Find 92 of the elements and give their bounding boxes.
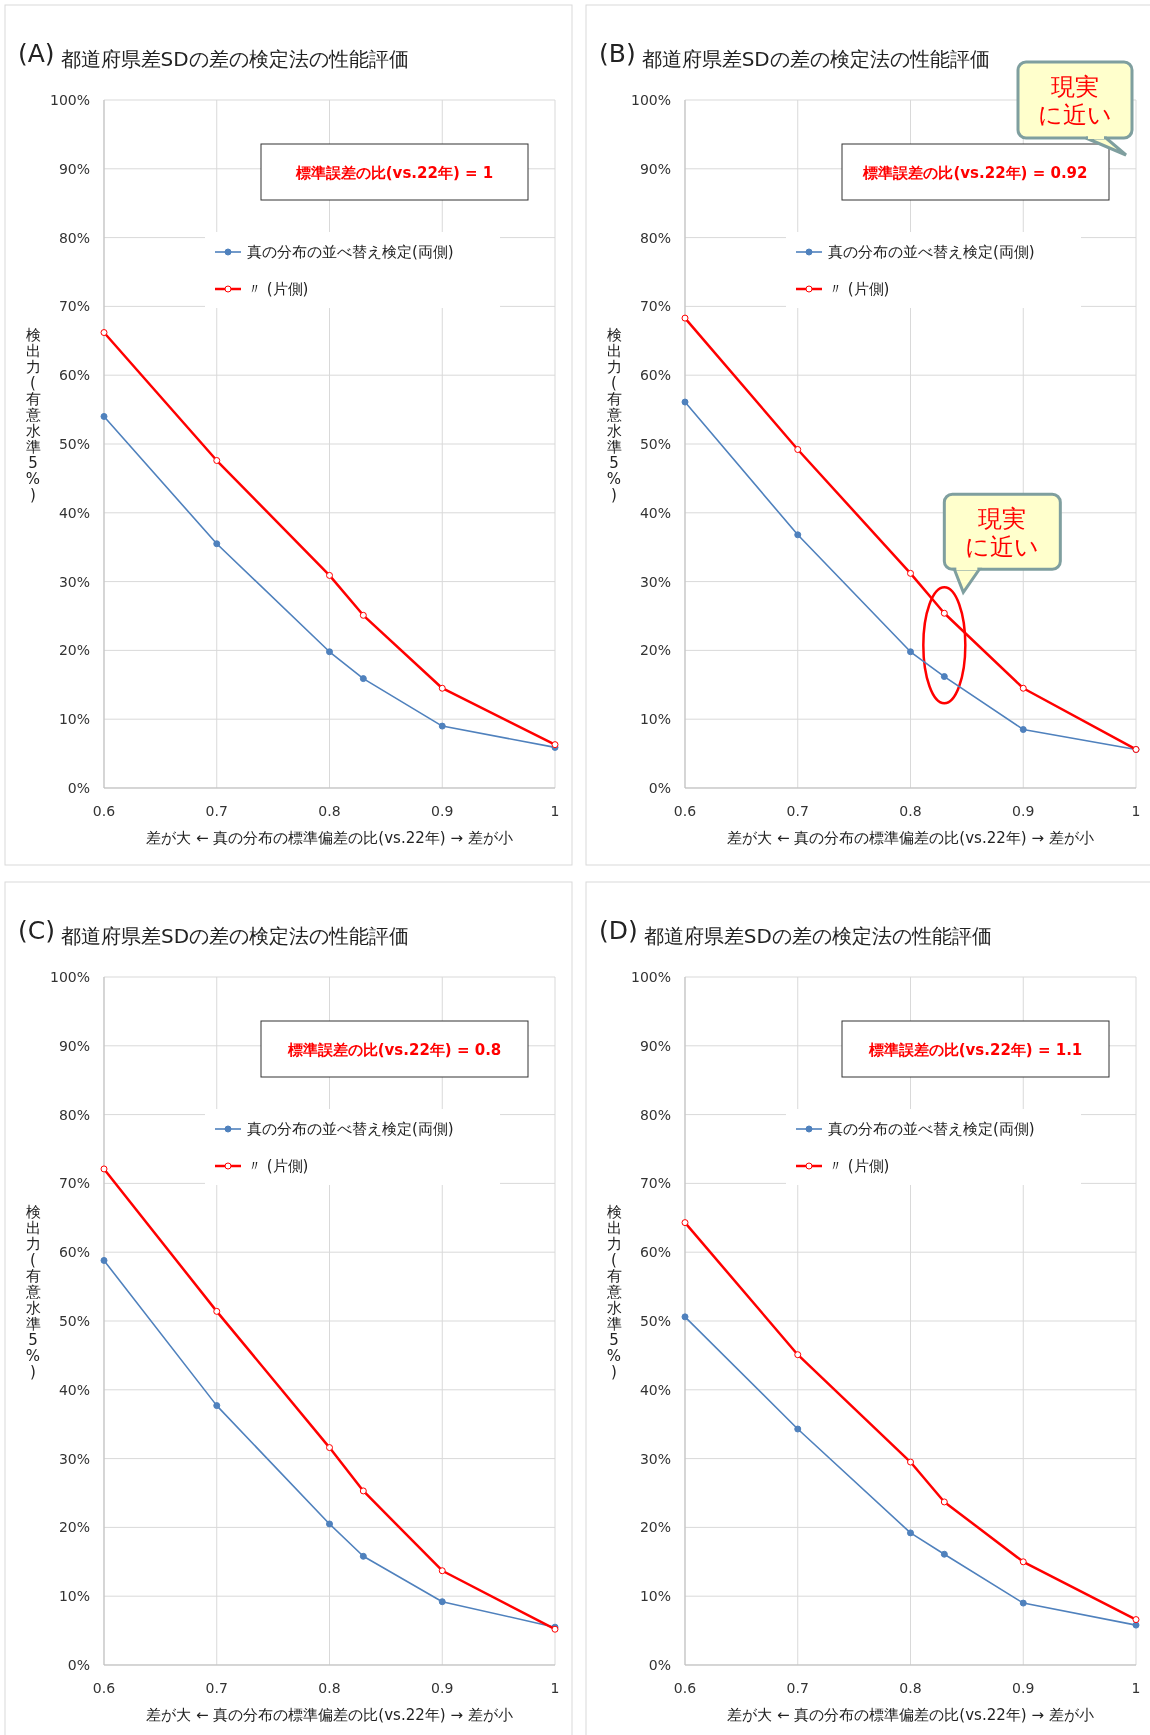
- annotation: 現実に近い: [965, 504, 1040, 561]
- y-tick-label: 20%: [639, 1519, 671, 1536]
- x-axis-title: 差が大 ← 真の分布の標準偏差の比(vs.22年) → 差が小: [727, 829, 1094, 847]
- y-tick-label: 40%: [639, 1381, 671, 1398]
- x-tick-label: 1: [1131, 1680, 1141, 1696]
- y-tick-label: 100%: [630, 92, 671, 108]
- legend-label: 〃 (片側): [247, 1157, 309, 1175]
- y-tick-label: 10%: [58, 1588, 90, 1605]
- x-tick-label: 0.6: [673, 1680, 697, 1696]
- callout: 現実に近い: [942, 492, 1062, 596]
- x-tick-label: 0.8: [899, 803, 922, 819]
- y-tick-label: 50%: [58, 1313, 90, 1329]
- callout: 現実に近い: [1016, 60, 1134, 157]
- chart-title: (A) 都道府県差SDの差の検定法の性能評価: [18, 39, 409, 71]
- text: 検出力(有意水準5%): [606, 1203, 622, 1381]
- x-tick-label: 0.9: [1012, 1680, 1035, 1696]
- y-tick-label: 80%: [58, 229, 90, 246]
- x-tick-label: 0.7: [786, 803, 809, 819]
- x-axis-title: 差が大 ← 真の分布の標準偏差の比(vs.22年) → 差が小: [146, 829, 513, 847]
- text: 検出力(有意水準5%): [25, 1203, 41, 1381]
- y-tick-label: 30%: [58, 1450, 90, 1467]
- y-tick-label: 30%: [639, 1450, 671, 1467]
- y-tick-label: 30%: [639, 573, 671, 590]
- y-tick-label: 70%: [58, 298, 90, 315]
- y-tick-label: 0%: [648, 780, 671, 796]
- y-tick-label: 20%: [58, 642, 90, 659]
- legend-label: 真の分布の並べ替え検定(両側): [828, 1120, 1035, 1138]
- x-axis-title: 差が大 ← 真の分布の標準偏差の比(vs.22年) → 差が小: [146, 1706, 513, 1724]
- y-tick-label: 0%: [648, 1657, 671, 1673]
- y-tick-label: 60%: [58, 1244, 90, 1261]
- y-tick-label: 90%: [58, 1037, 90, 1054]
- x-tick-label: 0.6: [92, 803, 116, 819]
- x-tick-label: 0.8: [899, 1680, 922, 1696]
- x-tick-label: 0.6: [92, 1680, 116, 1696]
- y-tick-label: 70%: [639, 298, 671, 315]
- y-tick-label: 50%: [58, 436, 90, 452]
- annotation: 標準誤差の比(vs.22年) = 0.92: [862, 164, 1088, 182]
- y-tick-label: 10%: [639, 1588, 671, 1605]
- x-tick-label: 0.7: [205, 1680, 228, 1696]
- x-tick-label: 1: [550, 1680, 560, 1696]
- chart-title: (D) 都道府県差SDの差の検定法の性能評価: [599, 916, 992, 948]
- y-tick-label: 20%: [639, 642, 671, 659]
- x-tick-label: 0.8: [318, 803, 341, 819]
- legend-label: 真の分布の並べ替え検定(両側): [247, 1120, 454, 1138]
- y-tick-label: 80%: [639, 1106, 671, 1123]
- y-tick-label: 0%: [67, 1657, 90, 1673]
- y-tick-label: 90%: [639, 160, 671, 177]
- y-tick-label: 90%: [58, 160, 90, 177]
- text: 検出力(有意水準5%): [606, 326, 622, 504]
- x-tick-label: 0.9: [1012, 803, 1035, 819]
- annotation: 現実に近い: [1038, 73, 1112, 129]
- y-tick-label: 80%: [58, 1106, 90, 1123]
- x-tick-label: 0.7: [205, 803, 228, 819]
- chart-title: (C) 都道府県差SDの差の検定法の性能評価: [18, 916, 410, 948]
- x-tick-label: 0.6: [673, 803, 697, 819]
- annotation: 標準誤差の比(vs.22年) = 0.8: [286, 1041, 502, 1059]
- y-tick-label: 10%: [58, 711, 90, 728]
- y-tick-label: 0%: [67, 780, 90, 796]
- y-tick-label: 100%: [49, 92, 90, 108]
- y-tick-label: 40%: [58, 1381, 90, 1398]
- y-tick-label: 60%: [639, 367, 671, 384]
- x-tick-label: 0.8: [318, 1680, 341, 1696]
- y-tick-label: 10%: [639, 711, 671, 728]
- legend-label: 〃 (片側): [828, 280, 890, 298]
- annotation: 標準誤差の比(vs.22年) = 1.1: [867, 1041, 1083, 1059]
- y-tick-label: 40%: [58, 504, 90, 521]
- legend-label: 〃 (片側): [828, 1157, 890, 1175]
- y-tick-label: 70%: [58, 1175, 90, 1192]
- x-tick-label: 1: [550, 803, 560, 819]
- text: 検出力(有意水準5%): [25, 326, 41, 504]
- y-tick-label: 20%: [58, 1519, 90, 1536]
- x-axis-title: 差が大 ← 真の分布の標準偏差の比(vs.22年) → 差が小: [727, 1706, 1094, 1724]
- y-tick-label: 80%: [639, 229, 671, 246]
- legend-label: 真の分布の並べ替え検定(両側): [828, 243, 1035, 261]
- y-tick-label: 100%: [630, 969, 671, 985]
- chart-title: (B) 都道府県差SDの差の検定法の性能評価: [599, 39, 990, 71]
- legend-label: 真の分布の並べ替え検定(両側): [247, 243, 454, 261]
- x-tick-label: 1: [1131, 803, 1141, 819]
- x-tick-label: 0.9: [431, 1680, 454, 1696]
- y-tick-label: 40%: [639, 504, 671, 521]
- y-tick-label: 70%: [639, 1175, 671, 1192]
- y-tick-label: 90%: [639, 1037, 671, 1054]
- y-tick-label: 60%: [58, 367, 90, 384]
- x-tick-label: 0.7: [786, 1680, 809, 1696]
- y-tick-label: 50%: [639, 1313, 671, 1329]
- y-tick-label: 50%: [639, 436, 671, 452]
- annotation: 標準誤差の比(vs.22年) = 1: [294, 164, 494, 182]
- y-tick-label: 30%: [58, 573, 90, 590]
- legend-label: 〃 (片側): [247, 280, 309, 298]
- y-tick-label: 100%: [49, 969, 90, 985]
- x-tick-label: 0.9: [431, 803, 454, 819]
- y-tick-label: 60%: [639, 1244, 671, 1261]
